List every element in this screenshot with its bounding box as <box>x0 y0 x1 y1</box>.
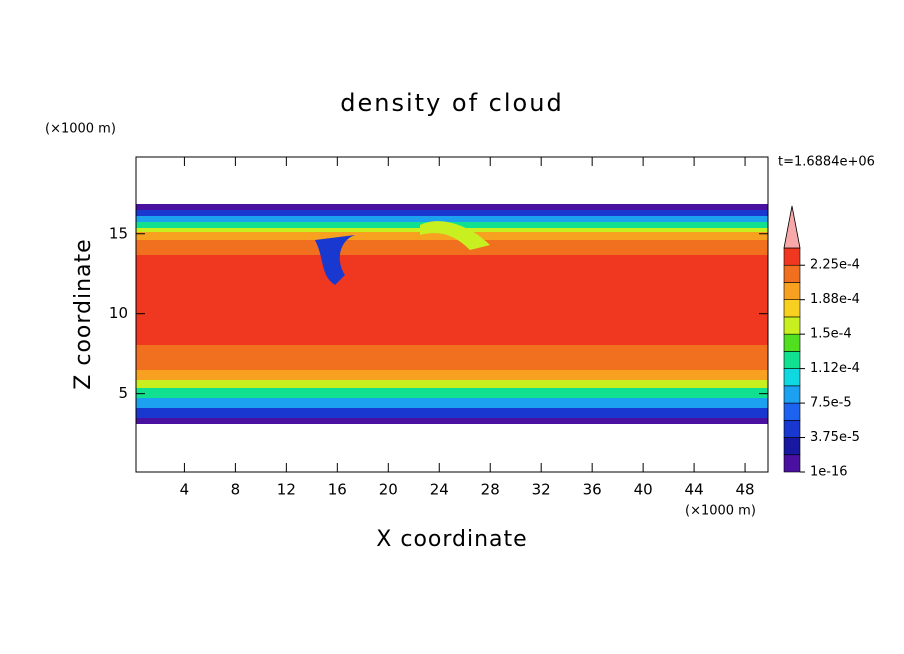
x-tick-label: 36 <box>583 481 602 499</box>
x-unit: (×1000 m) <box>685 504 756 519</box>
colorbar-box <box>783 299 801 318</box>
colorbar-extension <box>783 205 801 249</box>
colorbar-tick-label: 7.5e-5 <box>810 396 852 411</box>
y-tick-label: 5 <box>118 384 128 402</box>
x-tick-label: 28 <box>481 481 500 499</box>
field-eddy <box>420 221 490 250</box>
x-tick-label: 40 <box>634 481 653 499</box>
annotation: t=1.6884e+06 <box>778 155 875 170</box>
y-tick-label: 15 <box>109 224 128 242</box>
y-unit: (×1000 m) <box>45 122 116 137</box>
colorbar-box <box>783 316 801 335</box>
colorbar-tick-label: 1.12e-4 <box>810 361 860 376</box>
x-tick-label: 16 <box>328 481 347 499</box>
field-band <box>136 255 768 345</box>
x-tick-label: 8 <box>231 481 241 499</box>
y-axis-title: Z coordinate <box>71 238 96 389</box>
colorbar-box <box>783 282 801 300</box>
colorbar-tick-label: 3.75e-5 <box>810 430 860 445</box>
colorbar-tick-label: 1e-16 <box>810 465 848 480</box>
colorbar-tick-label: 2.25e-4 <box>810 258 860 273</box>
chart-title: density of cloud <box>340 89 563 117</box>
x-tick-label: 12 <box>277 481 296 499</box>
colorbar-box <box>783 402 801 421</box>
x-tick-label: 44 <box>685 481 704 499</box>
x-axis-title: X coordinate <box>376 527 527 552</box>
x-tick-label: 4 <box>180 481 190 499</box>
colorbar-box <box>783 437 801 456</box>
colorbar-box <box>783 454 801 473</box>
x-tick-label: 24 <box>430 481 449 499</box>
x-tick-label: 20 <box>379 481 398 499</box>
colorbar-box <box>783 351 801 369</box>
plot-frame <box>135 156 769 473</box>
colorbar-box <box>783 247 801 266</box>
colorbar-box <box>783 333 801 352</box>
colorbar-box <box>783 264 801 283</box>
y-tick-label: 10 <box>109 304 128 322</box>
colorbar-tick-label: 1.5e-4 <box>810 327 852 342</box>
field <box>136 204 768 424</box>
colorbar-box <box>783 385 801 404</box>
field-eddy <box>315 235 355 285</box>
colorbar-box <box>783 420 801 438</box>
colorbar-tick-label: 1.88e-4 <box>810 292 860 307</box>
x-tick-label: 32 <box>532 481 551 499</box>
colorbar-box <box>783 368 801 387</box>
x-tick-label: 48 <box>736 481 755 499</box>
